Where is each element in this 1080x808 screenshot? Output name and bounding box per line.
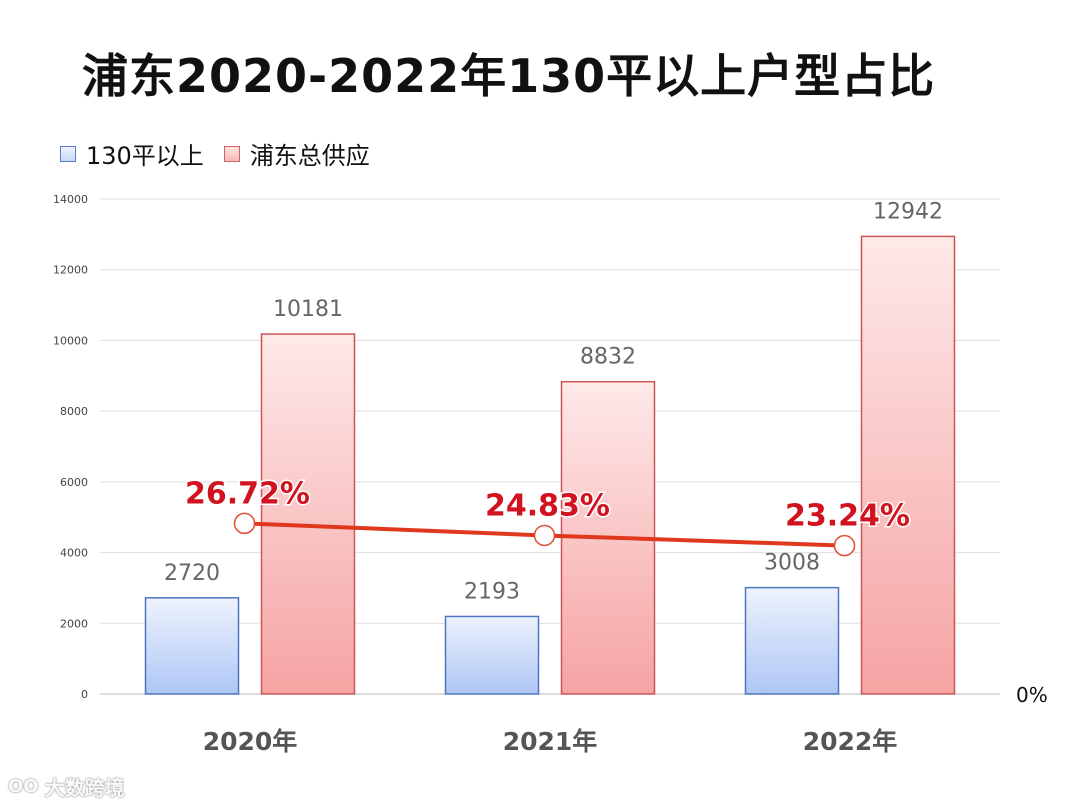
watermark: OO 大数跨境 xyxy=(8,772,125,801)
chart-title: 浦东2020-2022年130平以上户型占比 xyxy=(82,49,936,103)
y-tick-label: 10000 xyxy=(53,334,88,347)
gridlines xyxy=(100,198,1000,695)
data-labels: 2720 10181 2193 8832 3008 12942 26.72% 24.83% 23… xyxy=(164,199,943,604)
watermark-text: 大数跨境 xyxy=(44,776,125,800)
y-tick-label: 4000 xyxy=(60,547,88,560)
legend-item-total: 浦东总供应 xyxy=(223,136,370,171)
bars xyxy=(144,235,956,695)
percentage-marker xyxy=(233,512,256,535)
bar-value-label: 10181 xyxy=(273,297,343,322)
bar-value-label: 12942 xyxy=(873,199,943,224)
y2-tick-label: 0% xyxy=(1016,683,1048,707)
bar xyxy=(444,615,540,695)
percentage-marker xyxy=(533,524,556,547)
legend-swatch-130 xyxy=(60,145,76,162)
bar-value-label: 2720 xyxy=(164,561,220,586)
bar-value-label: 2193 xyxy=(464,579,520,604)
percentage-line xyxy=(233,512,856,557)
legend: 130平以上 浦东总供应 xyxy=(60,136,390,171)
bar xyxy=(860,235,956,695)
bar-value-label: 3008 xyxy=(764,551,820,576)
y-tick-label: 0 xyxy=(81,688,88,701)
percentage-label: 23.24% xyxy=(785,499,910,534)
y-tick-label: 6000 xyxy=(60,476,88,489)
legend-label-130: 130平以上 xyxy=(86,142,204,170)
x-tick-label: 2020年 xyxy=(203,727,298,756)
percentage-marker xyxy=(833,534,856,557)
y-axis-ticks: 0 2000 4000 6000 8000 10000 12000 14000 0% xyxy=(53,193,1048,707)
percentage-label: 24.83% xyxy=(485,488,610,523)
y-tick-label: 14000 xyxy=(53,193,88,206)
percentage-label: 26.72% xyxy=(185,476,310,511)
bar xyxy=(744,586,840,695)
x-axis-ticks: 2020年 2021年 2022年 xyxy=(203,727,898,756)
bar-value-label: 8832 xyxy=(580,345,636,370)
legend-item-130: 130平以上 xyxy=(60,136,204,171)
legend-swatch-total xyxy=(223,145,240,162)
watermark-logo-icon: OO xyxy=(8,776,39,797)
x-tick-label: 2021年 xyxy=(503,727,598,756)
bar xyxy=(144,597,240,695)
legend-label-total: 浦东总供应 xyxy=(249,142,370,170)
y-tick-label: 12000 xyxy=(53,264,88,277)
bar xyxy=(260,333,356,695)
x-tick-label: 2022年 xyxy=(803,727,898,756)
y-tick-label: 2000 xyxy=(60,617,88,630)
y-tick-label: 8000 xyxy=(60,405,88,418)
